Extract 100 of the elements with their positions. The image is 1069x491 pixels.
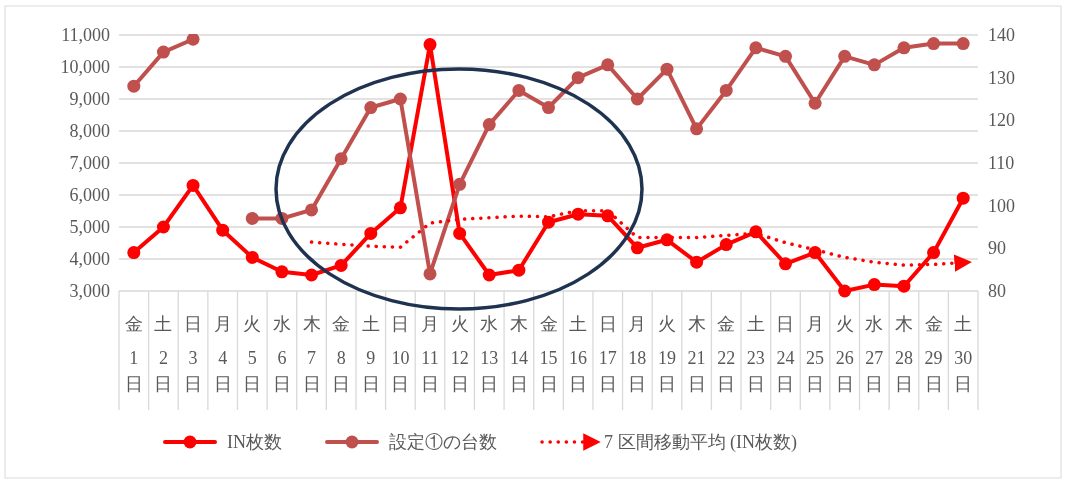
x-tick-label: 日 3 日 (184, 314, 203, 394)
x-tick-label: 金 1 日 (124, 314, 143, 394)
x-tick-label: 木 28 日 (894, 314, 913, 394)
point (778, 49, 792, 63)
x-tick-label: 金 22 日 (717, 314, 736, 394)
point (393, 92, 407, 106)
x-tick-label: 火 5 日 (243, 314, 262, 394)
point (601, 58, 615, 72)
point (719, 83, 733, 97)
point (186, 34, 200, 46)
x-tick-label: 月 25 日 (806, 314, 825, 394)
point (216, 223, 230, 237)
point (838, 284, 852, 298)
point (897, 279, 911, 293)
x-tick-label: 火 19 日 (657, 314, 676, 394)
point (630, 241, 644, 255)
point (927, 246, 941, 260)
point (778, 257, 792, 271)
y-tick-label: 3,000 (69, 281, 110, 301)
y-tick-label: 7,000 (69, 153, 110, 173)
point (512, 263, 526, 277)
point (453, 226, 467, 240)
x-tick-label: 月 4 日 (213, 314, 232, 394)
x-tick-label: 水 13 日 (480, 314, 499, 394)
point (630, 92, 644, 106)
point (482, 268, 496, 282)
point (867, 58, 881, 72)
point (897, 41, 911, 55)
point (127, 79, 141, 93)
legend-label: IN枚数 (227, 432, 282, 452)
x-tick-label: 日 17 日 (598, 314, 617, 394)
x-tick-label: 火 26 日 (835, 314, 854, 394)
x-tick-label: 土 9 日 (361, 314, 380, 394)
point (364, 226, 378, 240)
x-tick-label: 火 12 日 (450, 314, 469, 394)
point (156, 220, 170, 234)
x-tick-label: 土 23 日 (746, 314, 765, 394)
point (838, 49, 852, 63)
y-tick-label: 6,000 (69, 185, 110, 205)
point (453, 177, 467, 191)
y2-tick-label: 140 (988, 25, 1015, 45)
y-tick-label: 11,000 (61, 25, 110, 45)
x-tick-label: 木 21 日 (687, 314, 706, 394)
point (512, 83, 526, 97)
x-tick-label: 金 29 日 (924, 314, 943, 394)
y2-tick-label: 100 (988, 195, 1015, 216)
point (423, 267, 437, 281)
x-tick-label: 水 6 日 (272, 314, 291, 394)
x-tick-label: 土 2 日 (154, 314, 173, 394)
x-tick-label: 金 15 日 (539, 314, 558, 394)
point (690, 122, 704, 136)
y-tick-label: 9,000 (69, 89, 110, 109)
point (542, 215, 555, 229)
point (364, 101, 378, 115)
point (245, 211, 259, 225)
point (482, 118, 496, 132)
point (186, 178, 200, 192)
x-tick-label: 金 8 日 (332, 314, 351, 394)
point (305, 203, 319, 217)
x-tick-label: 水 27 日 (865, 314, 884, 394)
point (749, 41, 763, 55)
point (808, 96, 822, 110)
point (275, 265, 289, 279)
x-tick-label: 月 18 日 (628, 314, 647, 394)
x-tick-label: 木 7 日 (302, 314, 321, 394)
y2-tick-label: 110 (988, 153, 1015, 173)
point (690, 255, 704, 269)
x-tick-label: 月 11 日 (421, 314, 440, 394)
y-tick-label: 4,000 (69, 249, 110, 269)
point (660, 62, 674, 76)
point (927, 37, 941, 51)
x-tick-label: 木 14 日 (509, 314, 528, 394)
y-tick-label: 8,000 (69, 121, 110, 141)
point (334, 258, 348, 272)
y2-tick-label: 90 (988, 238, 1006, 259)
point (542, 101, 555, 115)
point (245, 250, 259, 264)
point (423, 38, 437, 52)
x-tick-label: 土 16 日 (569, 314, 588, 394)
point (808, 246, 822, 260)
point (867, 278, 881, 292)
point (127, 246, 141, 260)
point (956, 191, 970, 205)
x-tick-label: 土 30 日 (954, 314, 973, 394)
point (719, 238, 733, 252)
y-tick-label: 10,000 (60, 57, 110, 77)
y-tick-label: 5,000 (69, 217, 110, 237)
legend-label: 7 区間移動平均 (IN枚数) (604, 432, 797, 453)
point (393, 201, 407, 215)
x-tick-label: 日 10 日 (391, 314, 410, 394)
y2-tick-label: 80 (988, 281, 1006, 301)
point (571, 71, 585, 85)
point (156, 45, 170, 59)
legend-label: 設定①の台数 (389, 432, 497, 452)
point (334, 152, 348, 166)
x-tick-label: 日 24 日 (776, 314, 795, 394)
point (956, 37, 970, 51)
point (305, 268, 319, 282)
y2-tick-label: 120 (988, 110, 1015, 131)
y2-tick-label: 130 (988, 67, 1015, 88)
